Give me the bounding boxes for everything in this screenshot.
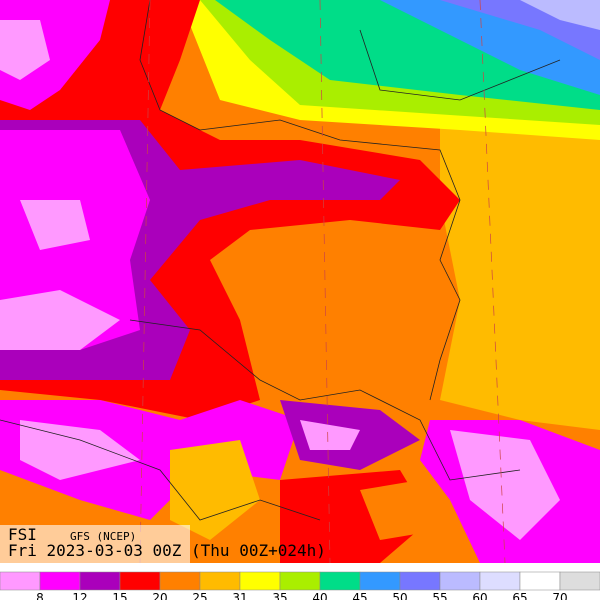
graticule [139,0,506,564]
color-swatch [359,571,401,591]
product-title: FSI [8,525,37,544]
color-swatch [519,571,561,591]
colorbar-tick-label: 55 [432,591,447,600]
colorbar-tick-label: 20 [152,591,167,600]
colorbar-tick-label: 35 [272,591,287,600]
map-field [0,0,600,563]
color-swatch [0,571,41,591]
colorbar-tick-label: 70 [552,591,567,600]
colorbar-tick-label: 50 [392,591,407,600]
color-swatch [39,571,81,591]
color-swatch [479,571,521,591]
color-swatch [559,571,600,591]
valid-time: Fri 2023-03-03 00Z (Thu 00Z+024h) [8,541,326,560]
colorbar-tick-label: 8 [36,591,44,600]
color-swatch [79,571,121,591]
colorbar-tick-label: 65 [512,591,527,600]
color-swatch [159,571,201,591]
colorbar: 8 12 15 20 25 31 35 40 45 50 55 60 65 70 [0,571,600,600]
color-swatch [399,571,441,591]
colorbar-tick-label: 40 [312,591,327,600]
colorbar-tick-label: 31 [232,591,247,600]
color-swatch [199,571,241,591]
color-swatch [279,571,321,591]
info-box [0,525,190,563]
color-swatch [439,571,481,591]
borders [0,0,561,521]
colorbar-tick-label: 15 [112,591,127,600]
colorbar-tick-label: 45 [352,591,367,600]
color-swatch [319,571,361,591]
colorbar-tick-label: 60 [472,591,487,600]
model-name: GFS (NCEP) [70,530,136,543]
colorbar-tick-label: 25 [192,591,207,600]
colorbar-tick-label: 12 [72,591,87,600]
color-swatch [239,571,281,591]
color-swatch [119,571,161,591]
